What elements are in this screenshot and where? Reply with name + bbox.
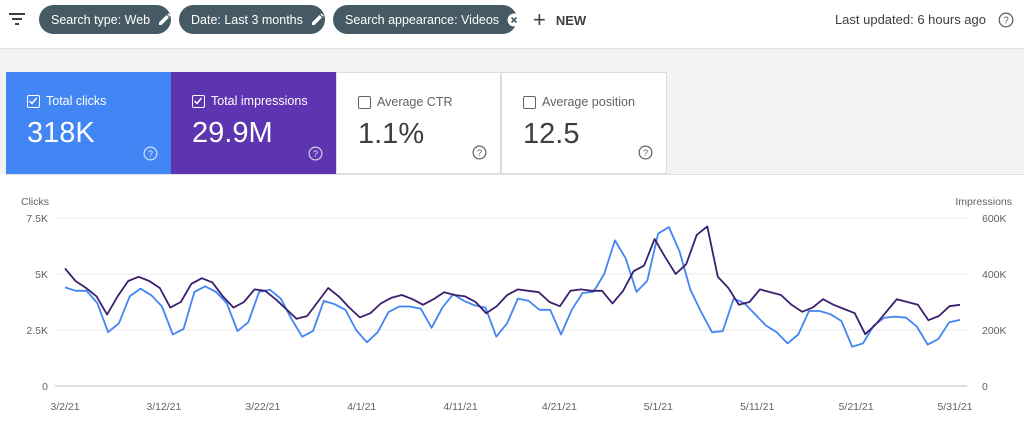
right-axis-label: Impressions xyxy=(955,196,1012,208)
x-tick-label: 5/11/21 xyxy=(740,401,774,413)
x-tick-label: 4/21/21 xyxy=(542,401,577,413)
new-filter-label: NEW xyxy=(555,12,587,28)
help-icon[interactable]: ? xyxy=(638,145,653,160)
x-tick-label: 5/21/21 xyxy=(839,401,874,413)
chip-label: Date: Last 3 months xyxy=(191,12,303,27)
help-icon[interactable]: ? xyxy=(998,12,1014,28)
svg-text:?: ? xyxy=(313,149,318,159)
x-tick-label: 3/2/21 xyxy=(50,401,79,413)
left-tick-label: 5K xyxy=(35,269,48,281)
right-tick-label: 400K xyxy=(982,269,1007,281)
metric-value: 1.1% xyxy=(358,118,425,150)
plus-icon: + xyxy=(533,7,546,32)
svg-text:?: ? xyxy=(477,148,482,158)
clear-icon[interactable] xyxy=(507,13,521,27)
svg-text:?: ? xyxy=(643,148,648,158)
metric-card-average-position[interactable]: Average position 12.5 ? xyxy=(501,72,667,174)
x-tick-label: 3/12/21 xyxy=(146,401,181,413)
series-line-impressions xyxy=(64,225,961,336)
metric-value: 12.5 xyxy=(523,118,580,150)
chip-date[interactable]: Date: Last 3 months xyxy=(179,5,325,34)
help-icon[interactable]: ? xyxy=(143,146,158,161)
chip-search-type[interactable]: Search type: Web xyxy=(39,5,171,34)
filter-bar: Search type: Web Date: Last 3 months Sea… xyxy=(0,0,1024,48)
metric-card-total-impressions[interactable]: Total impressions 29.9M ? xyxy=(171,72,336,174)
filter-icon[interactable] xyxy=(8,10,26,28)
x-tick-label: 4/11/21 xyxy=(443,401,477,413)
checkbox[interactable] xyxy=(192,95,205,108)
help-icon[interactable]: ? xyxy=(308,146,323,161)
chip-label: Search appearance: Videos xyxy=(345,12,500,27)
checkbox[interactable] xyxy=(523,96,536,109)
right-tick-label: 600K xyxy=(982,213,1007,225)
edit-icon[interactable] xyxy=(311,13,324,26)
metric-label: Total impressions xyxy=(211,94,308,108)
edit-icon[interactable] xyxy=(158,13,171,26)
left-tick-label: 0 xyxy=(42,381,48,393)
left-tick-label: 7.5K xyxy=(26,213,48,225)
help-icon[interactable]: ? xyxy=(472,145,487,160)
right-tick-label: 200K xyxy=(982,325,1007,337)
right-tick-label: 0 xyxy=(982,381,988,393)
metric-card-average-ctr[interactable]: Average CTR 1.1% ? xyxy=(336,72,501,174)
metric-value: 318K xyxy=(27,117,95,149)
divider-band xyxy=(0,48,1024,72)
chip-search-appearance[interactable]: Search appearance: Videos xyxy=(333,5,521,34)
x-tick-label: 5/31/21 xyxy=(937,401,972,413)
checkbox[interactable] xyxy=(27,95,40,108)
metric-label: Total clicks xyxy=(46,94,107,108)
svg-text:?: ? xyxy=(148,149,153,159)
new-filter-button[interactable]: + NEW xyxy=(533,8,586,32)
performance-chart: Clicks Impressions 7.5K 600K 5K 400K 2.5K 200… xyxy=(21,196,1012,413)
svg-text:?: ? xyxy=(1003,16,1009,27)
last-updated-text: Last updated: 6 hours ago xyxy=(834,12,986,27)
x-tick-label: 3/22/21 xyxy=(245,401,280,413)
metric-label: Average position xyxy=(542,95,635,109)
series-line-clicks xyxy=(64,226,961,348)
left-axis-label: Clicks xyxy=(21,196,49,208)
x-tick-label: 5/1/21 xyxy=(644,401,673,413)
metric-card-total-clicks[interactable]: Total clicks 318K ? xyxy=(6,72,171,174)
metric-label: Average CTR xyxy=(377,95,453,109)
chip-label: Search type: Web xyxy=(51,12,151,27)
checkbox[interactable] xyxy=(358,96,371,109)
metric-cards: Total clicks 318K ? Total impressions 29… xyxy=(0,72,1024,174)
chart-panel xyxy=(6,174,1024,442)
metric-value: 29.9M xyxy=(192,117,273,149)
x-tick-label: 4/1/21 xyxy=(347,401,376,413)
left-tick-label: 2.5K xyxy=(26,325,48,337)
